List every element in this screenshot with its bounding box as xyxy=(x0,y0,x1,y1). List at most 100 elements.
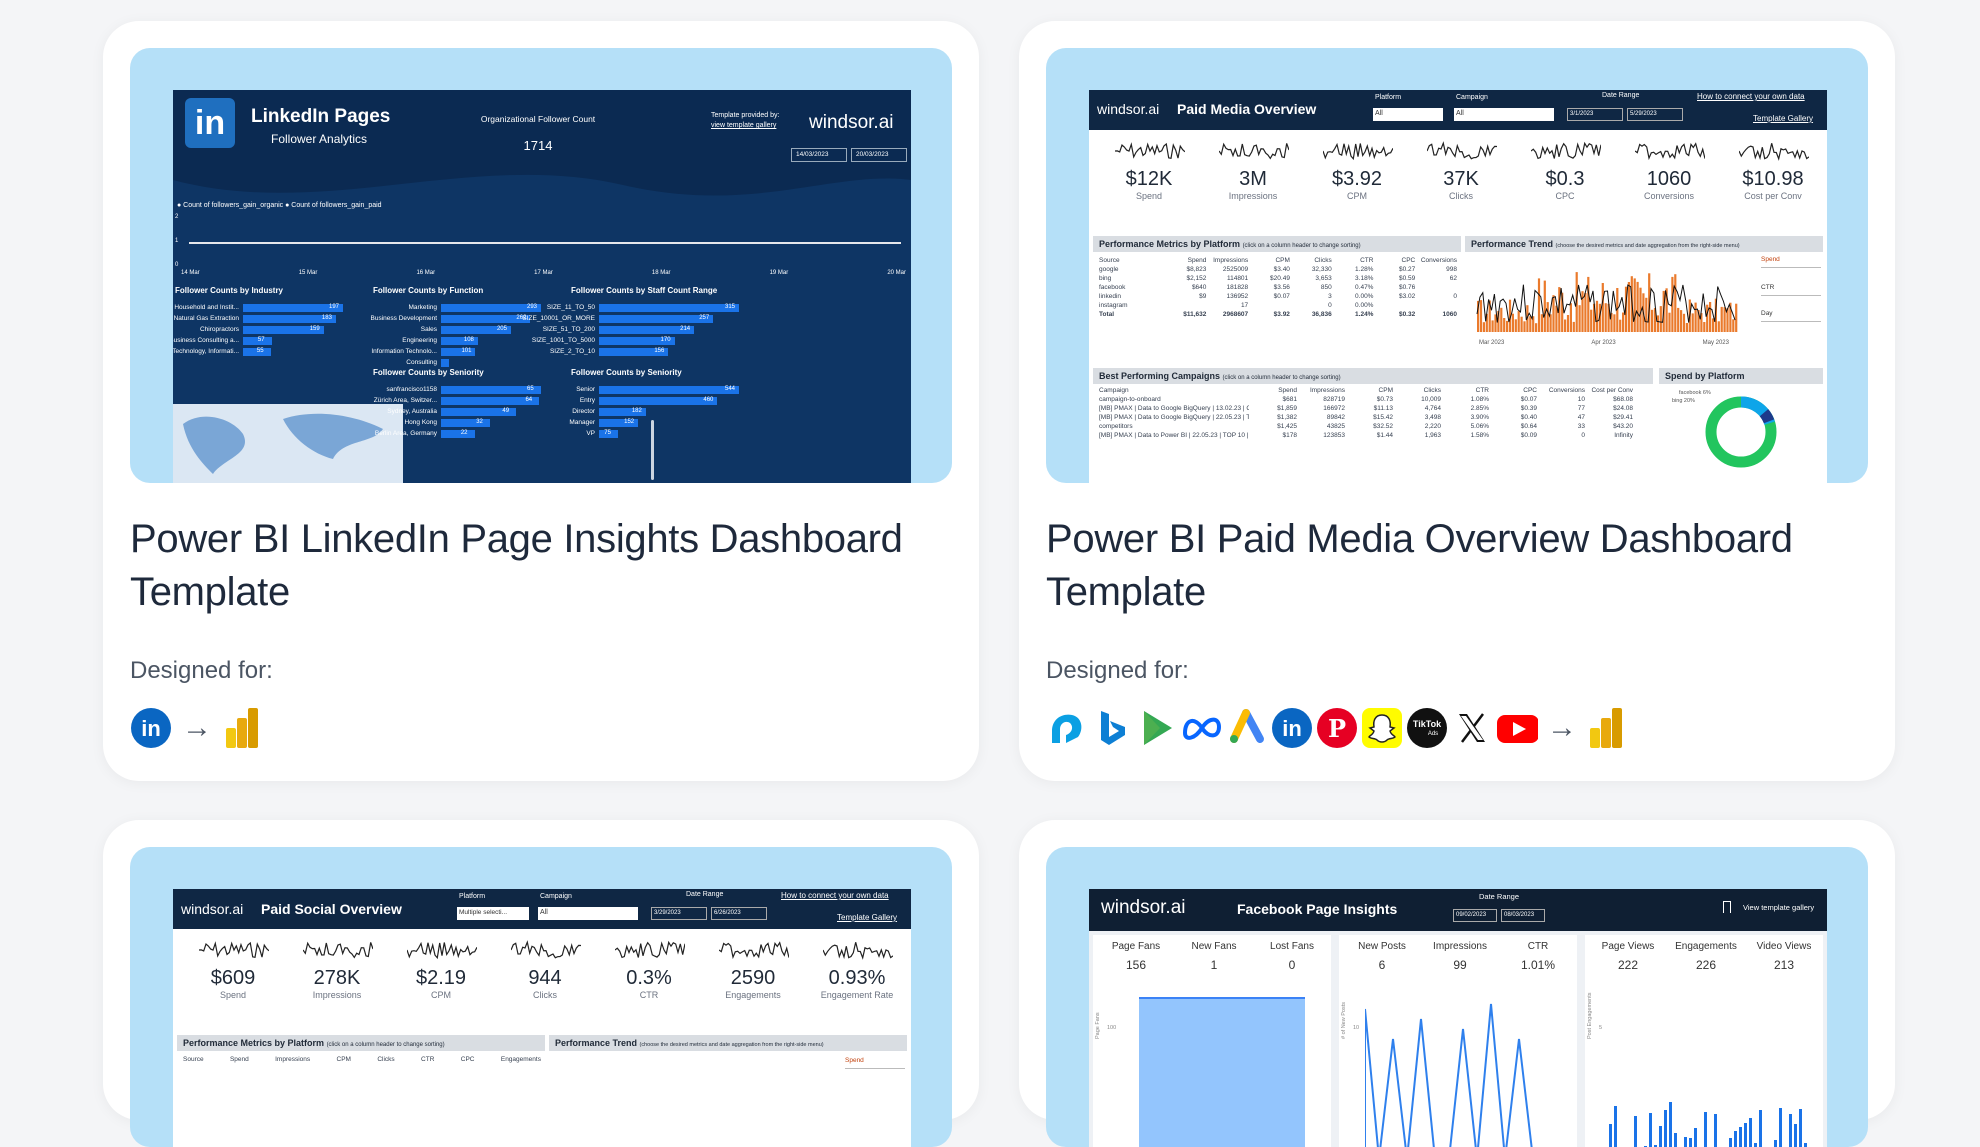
kpi-sparkline xyxy=(1531,138,1601,164)
bar[interactable] xyxy=(441,386,541,394)
world-map xyxy=(173,404,403,483)
linkedin-logo-icon: in xyxy=(185,98,235,148)
engagement-bar xyxy=(1689,1138,1692,1147)
table-row[interactable]: [MB] PMAX | Data to Power BI | 22.05.23 … xyxy=(1099,431,1649,440)
date-from[interactable]: 3/29/2023 xyxy=(651,907,707,920)
connect-data-link[interactable]: How to connect your own data xyxy=(1697,92,1805,101)
thumbnail-facebook[interactable]: windsor.ai Facebook Page Insights Date R… xyxy=(1046,847,1868,1147)
bar-value: 257 xyxy=(699,315,709,321)
dashboard-header: windsor.ai Paid Media Overview Platform … xyxy=(1089,90,1827,130)
bar[interactable] xyxy=(243,304,343,312)
platform-label: Platform xyxy=(1375,94,1401,101)
x-tick: 17 Mar xyxy=(534,270,553,276)
meta-icon xyxy=(1181,707,1223,749)
bar[interactable] xyxy=(441,430,475,438)
x-tick: May 2023 xyxy=(1703,340,1729,346)
table-header-cell: Spend xyxy=(230,1055,249,1064)
template-card-linkedin[interactable]: in LinkedIn Pages Follower Analytics Org… xyxy=(103,21,979,781)
bar-label: Technology, Informati... xyxy=(173,348,239,355)
metric-select-1[interactable]: Spend xyxy=(845,1057,905,1069)
table-row[interactable]: [MB] PMAX | Data to Google BigQuery | 22… xyxy=(1099,413,1649,422)
sparkline xyxy=(1115,144,1185,158)
template-gallery-link[interactable]: Template Gallery xyxy=(1753,114,1813,123)
template-card-paid-media[interactable]: windsor.ai Paid Media Overview Platform … xyxy=(1019,21,1895,781)
platform-select[interactable]: Multiple selecti... xyxy=(457,907,529,920)
app-title: Paid Social Overview xyxy=(261,901,402,917)
connect-data-link[interactable]: How to connect your own data xyxy=(781,891,889,900)
view-gallery-link[interactable]: View template gallery xyxy=(1743,903,1814,912)
table-cell: competitors xyxy=(1099,422,1249,431)
date-range-label: Date Range xyxy=(1602,92,1639,99)
date-to[interactable]: 6/26/2023 xyxy=(711,907,767,920)
table-cell: 32,330 xyxy=(1290,265,1332,274)
panel-title: Performance Metrics by Platform xyxy=(1099,239,1240,249)
new-posts-chart xyxy=(1365,999,1565,1147)
table-cell: $3.92 xyxy=(1248,310,1290,319)
kpi-sparkline xyxy=(407,937,477,963)
perf-metrics-header: Performance Metrics by Platform (click o… xyxy=(1093,236,1461,252)
bar-label: Sales xyxy=(331,326,437,333)
bar[interactable] xyxy=(599,386,739,394)
aggregation-select[interactable]: Day xyxy=(1761,310,1821,322)
table-cell: 2.85% xyxy=(1441,404,1489,413)
card-title[interactable]: Power BI LinkedIn Page Insights Dashboar… xyxy=(130,513,930,619)
scrollbar[interactable] xyxy=(651,420,654,480)
trend-bar xyxy=(1668,313,1670,332)
bar[interactable] xyxy=(599,315,713,323)
date-from[interactable]: 09/02/2023 xyxy=(1453,909,1497,922)
y-tick: 1 xyxy=(175,238,178,244)
bookmark-icon[interactable] xyxy=(1723,901,1731,913)
bar[interactable] xyxy=(599,304,739,312)
thumbnail-linkedin[interactable]: in LinkedIn Pages Follower Analytics Org… xyxy=(130,48,952,483)
bar[interactable] xyxy=(441,359,449,367)
campaign-select[interactable]: All xyxy=(538,907,638,920)
template-note: Template provided by: xyxy=(711,112,779,119)
trend-bar xyxy=(1657,315,1659,332)
date-from[interactable]: 3/1/2023 xyxy=(1567,108,1623,121)
kpi-value: 37K xyxy=(1411,168,1511,191)
template-card-facebook[interactable]: windsor.ai Facebook Page Insights Date R… xyxy=(1019,820,1895,1120)
platform-select[interactable]: All xyxy=(1373,108,1443,121)
date-to[interactable]: 08/03/2023 xyxy=(1501,909,1545,922)
date-to[interactable]: 20/03/2023 xyxy=(851,148,907,162)
table-cell: $0.27 xyxy=(1373,265,1415,274)
follower-line xyxy=(189,242,901,244)
template-link[interactable]: view template gallery xyxy=(711,122,776,129)
table-cell: 136952 xyxy=(1206,292,1248,301)
google-ads-icon xyxy=(1226,707,1268,749)
linkedin-icon: in xyxy=(1271,707,1313,749)
date-from[interactable]: 14/03/2023 xyxy=(791,148,847,162)
metric-select-2[interactable]: CTR xyxy=(1761,284,1821,296)
date-to[interactable]: 5/29/2023 xyxy=(1627,108,1683,121)
bar[interactable] xyxy=(599,397,717,405)
template-card-paid-social[interactable]: windsor.ai Paid Social Overview Platform… xyxy=(103,820,979,1120)
engagement-bar xyxy=(1739,1127,1742,1147)
metric-select-1[interactable]: Spend xyxy=(1761,256,1821,268)
thumbnail-paid-social[interactable]: windsor.ai Paid Social Overview Platform… xyxy=(130,847,952,1147)
table-row[interactable]: [MB] PMAX | Data to Google BigQuery | 13… xyxy=(1099,404,1649,413)
card-title[interactable]: Power BI Paid Media Overview Dashboard T… xyxy=(1046,513,1846,619)
engagement-bar xyxy=(1754,1143,1757,1147)
org-follower-label: Organizational Follower Count xyxy=(478,114,598,124)
thumbnail-paid-media[interactable]: windsor.ai Paid Media Overview Platform … xyxy=(1046,48,1868,483)
table-cell: Cost per Conv xyxy=(1585,386,1633,395)
engagement-bar xyxy=(1799,1109,1802,1147)
campaign-select[interactable]: All xyxy=(1454,108,1554,121)
sparkline xyxy=(1323,144,1393,159)
table-cell: bing xyxy=(1099,274,1165,283)
table-cell: $178 xyxy=(1249,431,1297,440)
trend-bar xyxy=(1535,323,1537,332)
template-gallery-link[interactable]: Template Gallery xyxy=(837,913,897,922)
kpi-value: 99 xyxy=(1423,958,1497,972)
arrow-icon: → xyxy=(182,713,212,743)
